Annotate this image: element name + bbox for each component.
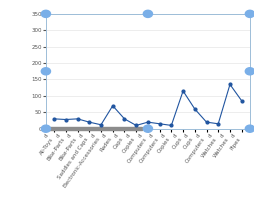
- Bar: [48, 127, 141, 130]
